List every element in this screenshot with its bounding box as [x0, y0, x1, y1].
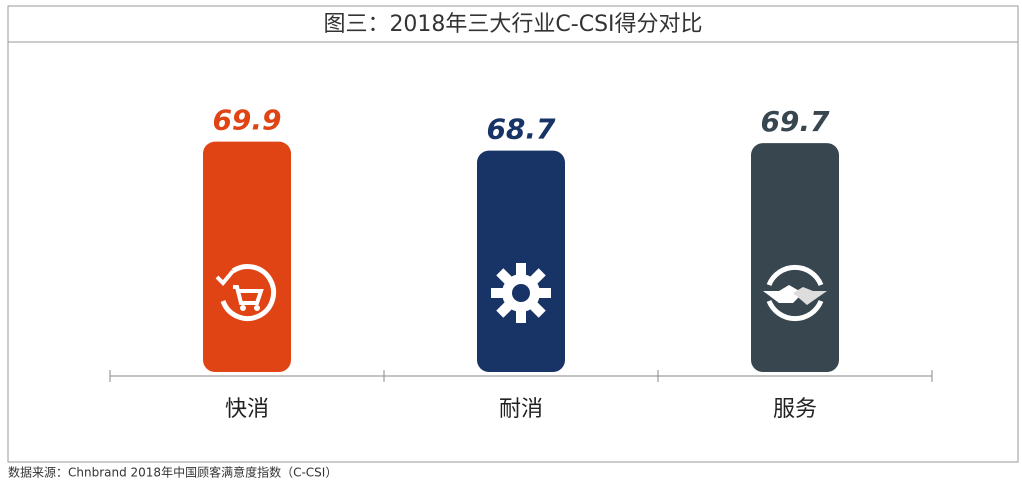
bar — [203, 141, 291, 372]
icon-part — [793, 287, 827, 305]
bar-icon — [491, 263, 551, 323]
x-tick-label: 耐消 — [499, 397, 543, 422]
bar-icon — [215, 264, 276, 321]
value-label: 68.7 — [486, 113, 556, 146]
icon-part — [491, 288, 505, 298]
bar-icon — [763, 264, 827, 322]
value-label: 69.9 — [212, 104, 281, 137]
x-tick-label: 服务 — [773, 397, 817, 422]
icon-part — [763, 285, 803, 303]
icon-part — [240, 305, 246, 311]
icon-part — [215, 269, 235, 286]
icon-part — [766, 299, 824, 322]
chart-title: 图三：2018年三大行业C-CSI得分对比 — [323, 12, 702, 37]
bar — [751, 143, 839, 372]
icon-part — [516, 309, 526, 323]
icon-part — [233, 285, 264, 305]
bar — [477, 150, 565, 372]
x-tick-label: 快消 — [225, 397, 269, 422]
icon-part — [766, 264, 824, 287]
icon-part — [254, 305, 260, 311]
source-note: 数据来源：Chnbrand 2018年中国顾客满意度指数（C-CSI） — [8, 465, 337, 480]
value-label: 69.7 — [760, 105, 830, 138]
icon-part — [512, 284, 530, 302]
icon-part — [516, 263, 526, 277]
frame — [7, 5, 1019, 463]
icon-part — [537, 288, 551, 298]
icon-part — [220, 264, 276, 321]
